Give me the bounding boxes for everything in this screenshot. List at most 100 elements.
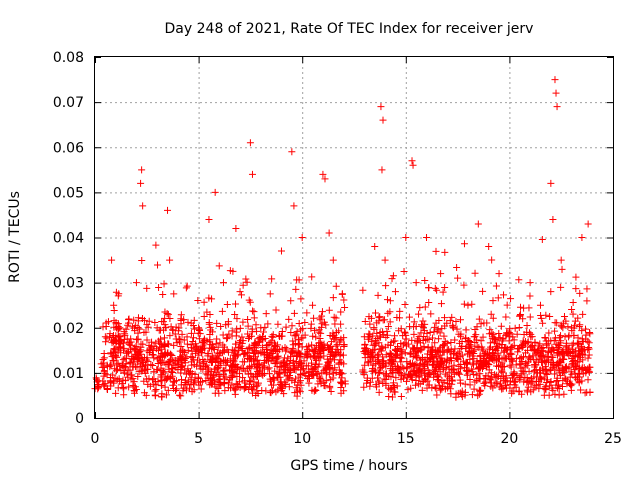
data-point [322,321,330,329]
data-point [206,356,214,364]
data-point [135,368,143,376]
data-point [522,349,530,357]
data-point [277,247,285,255]
data-point [523,322,531,330]
data-point [222,361,230,369]
data-point [291,332,299,340]
data-point [117,337,125,345]
data-point [287,353,295,361]
data-point [382,282,390,290]
y-tick-label: 0.05 [53,185,84,201]
data-point [130,316,138,324]
data-point [402,234,410,241]
data-point [111,365,119,373]
data-point [499,335,507,343]
data-point [447,338,455,346]
data-point [318,320,326,328]
data-point [408,157,416,165]
data-point [581,351,589,359]
data-point [375,377,383,385]
data-point [439,348,447,356]
data-point [390,358,398,366]
data-point [288,322,296,330]
data-point [492,345,500,353]
data-point [434,373,442,381]
data-point [242,275,250,283]
data-point [94,385,102,393]
data-point [272,306,280,314]
data-point [322,377,330,385]
data-point [578,345,586,353]
data-point [361,317,369,325]
data-point [168,352,176,360]
data-point [556,342,564,350]
data-point [479,333,487,341]
data-point [523,361,531,369]
data-point [316,316,324,324]
data-point [119,356,127,364]
data-point [525,354,533,362]
data-point [327,352,335,360]
data-point [437,300,445,308]
data-point [177,343,185,351]
data-point [223,334,231,342]
data-point [572,285,580,293]
data-point [295,359,303,367]
data-point [180,316,188,324]
data-point [512,361,520,369]
data-point [428,334,436,342]
data-point [168,326,176,334]
data-point [433,391,441,399]
data-point [122,325,130,333]
data-point [422,336,430,344]
data-point [149,376,157,384]
data-point [264,351,272,359]
data-point [464,338,472,346]
data-point [243,278,251,286]
data-point [550,336,558,344]
y-tick-label: 0 [75,411,84,427]
data-point [460,240,468,248]
data-point [271,341,279,349]
data-point [449,323,457,331]
data-point [585,339,593,347]
data-point [110,357,118,365]
data-point [308,341,316,349]
data-point [375,314,383,322]
data-point [332,314,340,322]
data-point [374,374,382,382]
data-point [561,363,569,371]
data-point [419,317,427,325]
data-point [532,381,540,389]
data-point [337,358,345,366]
data-point [556,372,564,380]
data-point [530,373,538,381]
data-point [159,291,167,299]
data-point [515,345,523,353]
data-point [506,325,514,333]
data-point [359,366,367,374]
data-point [337,379,345,387]
data-point [275,368,283,376]
data-point [473,376,481,384]
data-point [366,382,374,390]
data-point [520,368,528,376]
data-point [372,360,380,368]
data-point [375,339,383,347]
data-point [559,324,567,332]
data-point [536,375,544,383]
data-point [337,335,345,343]
data-point [223,301,231,309]
data-point [329,294,337,302]
data-point [244,316,252,324]
data-point [479,287,487,295]
data-point [198,349,206,357]
data-point [386,318,394,326]
data-point [179,349,187,357]
data-point [493,362,501,370]
data-point [396,354,404,362]
data-point [436,329,444,337]
data-point [311,326,319,334]
data-point [226,366,234,374]
data-point [537,314,545,322]
